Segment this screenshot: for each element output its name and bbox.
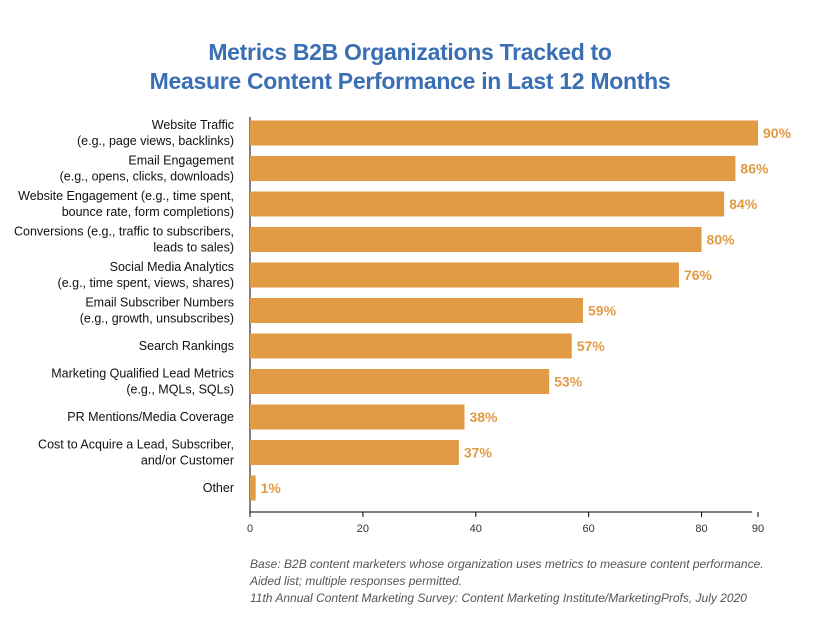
bar-6 <box>250 298 584 323</box>
data-label-1: 90% <box>763 125 792 141</box>
category-label-2-line-2: (e.g., opens, clicks, downloads) <box>60 170 234 184</box>
category-label-11-line-1: Other <box>203 481 234 495</box>
category-label-6-line-1: Email Subscriber Numbers <box>85 296 234 310</box>
x-tick-label: 0 <box>247 523 253 535</box>
category-label-3-line-1: Website Engagement (e.g., time spent, <box>18 189 234 203</box>
category-label-7-line-1: Search Rankings <box>139 339 234 353</box>
category-label-6-line-2: (e.g., growth, unsubscribes) <box>80 312 234 326</box>
bar-9 <box>250 404 465 430</box>
chart-title: Metrics B2B Organizations Tracked to Mea… <box>0 38 820 96</box>
category-label-5-line-1: Social Media Analytics <box>110 260 234 274</box>
bar-1 <box>250 120 758 146</box>
category-label-2-line-1: Email Engagement <box>128 154 234 168</box>
bar-4 <box>250 227 702 252</box>
x-tick-label: 80 <box>695 523 707 535</box>
data-label-3: 84% <box>729 196 758 212</box>
x-tick-label: 20 <box>357 523 369 535</box>
data-label-7: 57% <box>577 338 606 354</box>
category-label-10-line-2: and/or Customer <box>141 454 234 468</box>
footnote-base: Base: B2B content marketers whose organi… <box>250 557 764 571</box>
bar-8 <box>250 369 550 394</box>
bar-11 <box>250 475 256 501</box>
x-tick-label: 90 <box>752 523 764 535</box>
category-label-3-line-2: bounce rate, form completions) <box>62 205 234 219</box>
category-label-1-line-1: Website Traffic <box>152 118 234 132</box>
bar-2 <box>250 156 736 181</box>
data-label-9: 38% <box>469 409 498 425</box>
x-tick-label: 40 <box>470 523 482 535</box>
data-label-4: 80% <box>707 232 736 248</box>
bar-10 <box>250 440 459 465</box>
category-label-8-line-2: (e.g., MQLs, SQLs) <box>126 383 234 397</box>
category-label-5-line-2: (e.g., time spent, views, shares) <box>58 276 234 290</box>
data-label-10: 37% <box>464 445 493 461</box>
footnote-source: 11th Annual Content Marketing Survey: Co… <box>250 591 747 605</box>
category-label-4-line-1: Conversions (e.g., traffic to subscriber… <box>14 225 234 239</box>
category-label-8-line-1: Marketing Qualified Lead Metrics <box>51 367 234 381</box>
category-label-4-line-2: leads to sales) <box>153 241 234 255</box>
data-label-6: 59% <box>588 303 617 319</box>
bar-3 <box>250 191 725 217</box>
data-label-8: 53% <box>554 374 583 390</box>
x-tick-label: 60 <box>583 523 595 535</box>
bar-5 <box>250 262 679 288</box>
category-label-9-line-1: PR Mentions/Media Coverage <box>67 410 234 424</box>
data-label-5: 76% <box>684 267 713 283</box>
category-label-1-line-2: (e.g., page views, backlinks) <box>77 134 234 148</box>
footnote-aided: Aided list; multiple responses permitted… <box>250 574 463 588</box>
chart-title-line-1: Metrics B2B Organizations Tracked to <box>208 39 612 65</box>
chart-title-line-2: Measure Content Performance in Last 12 M… <box>149 68 671 94</box>
data-label-2: 86% <box>740 161 769 177</box>
data-label-11: 1% <box>261 480 282 496</box>
footnote: Base: B2B content marketers whose organi… <box>250 556 764 607</box>
category-label-10-line-1: Cost to Acquire a Lead, Subscriber, <box>38 438 234 452</box>
bar-7 <box>250 333 572 359</box>
